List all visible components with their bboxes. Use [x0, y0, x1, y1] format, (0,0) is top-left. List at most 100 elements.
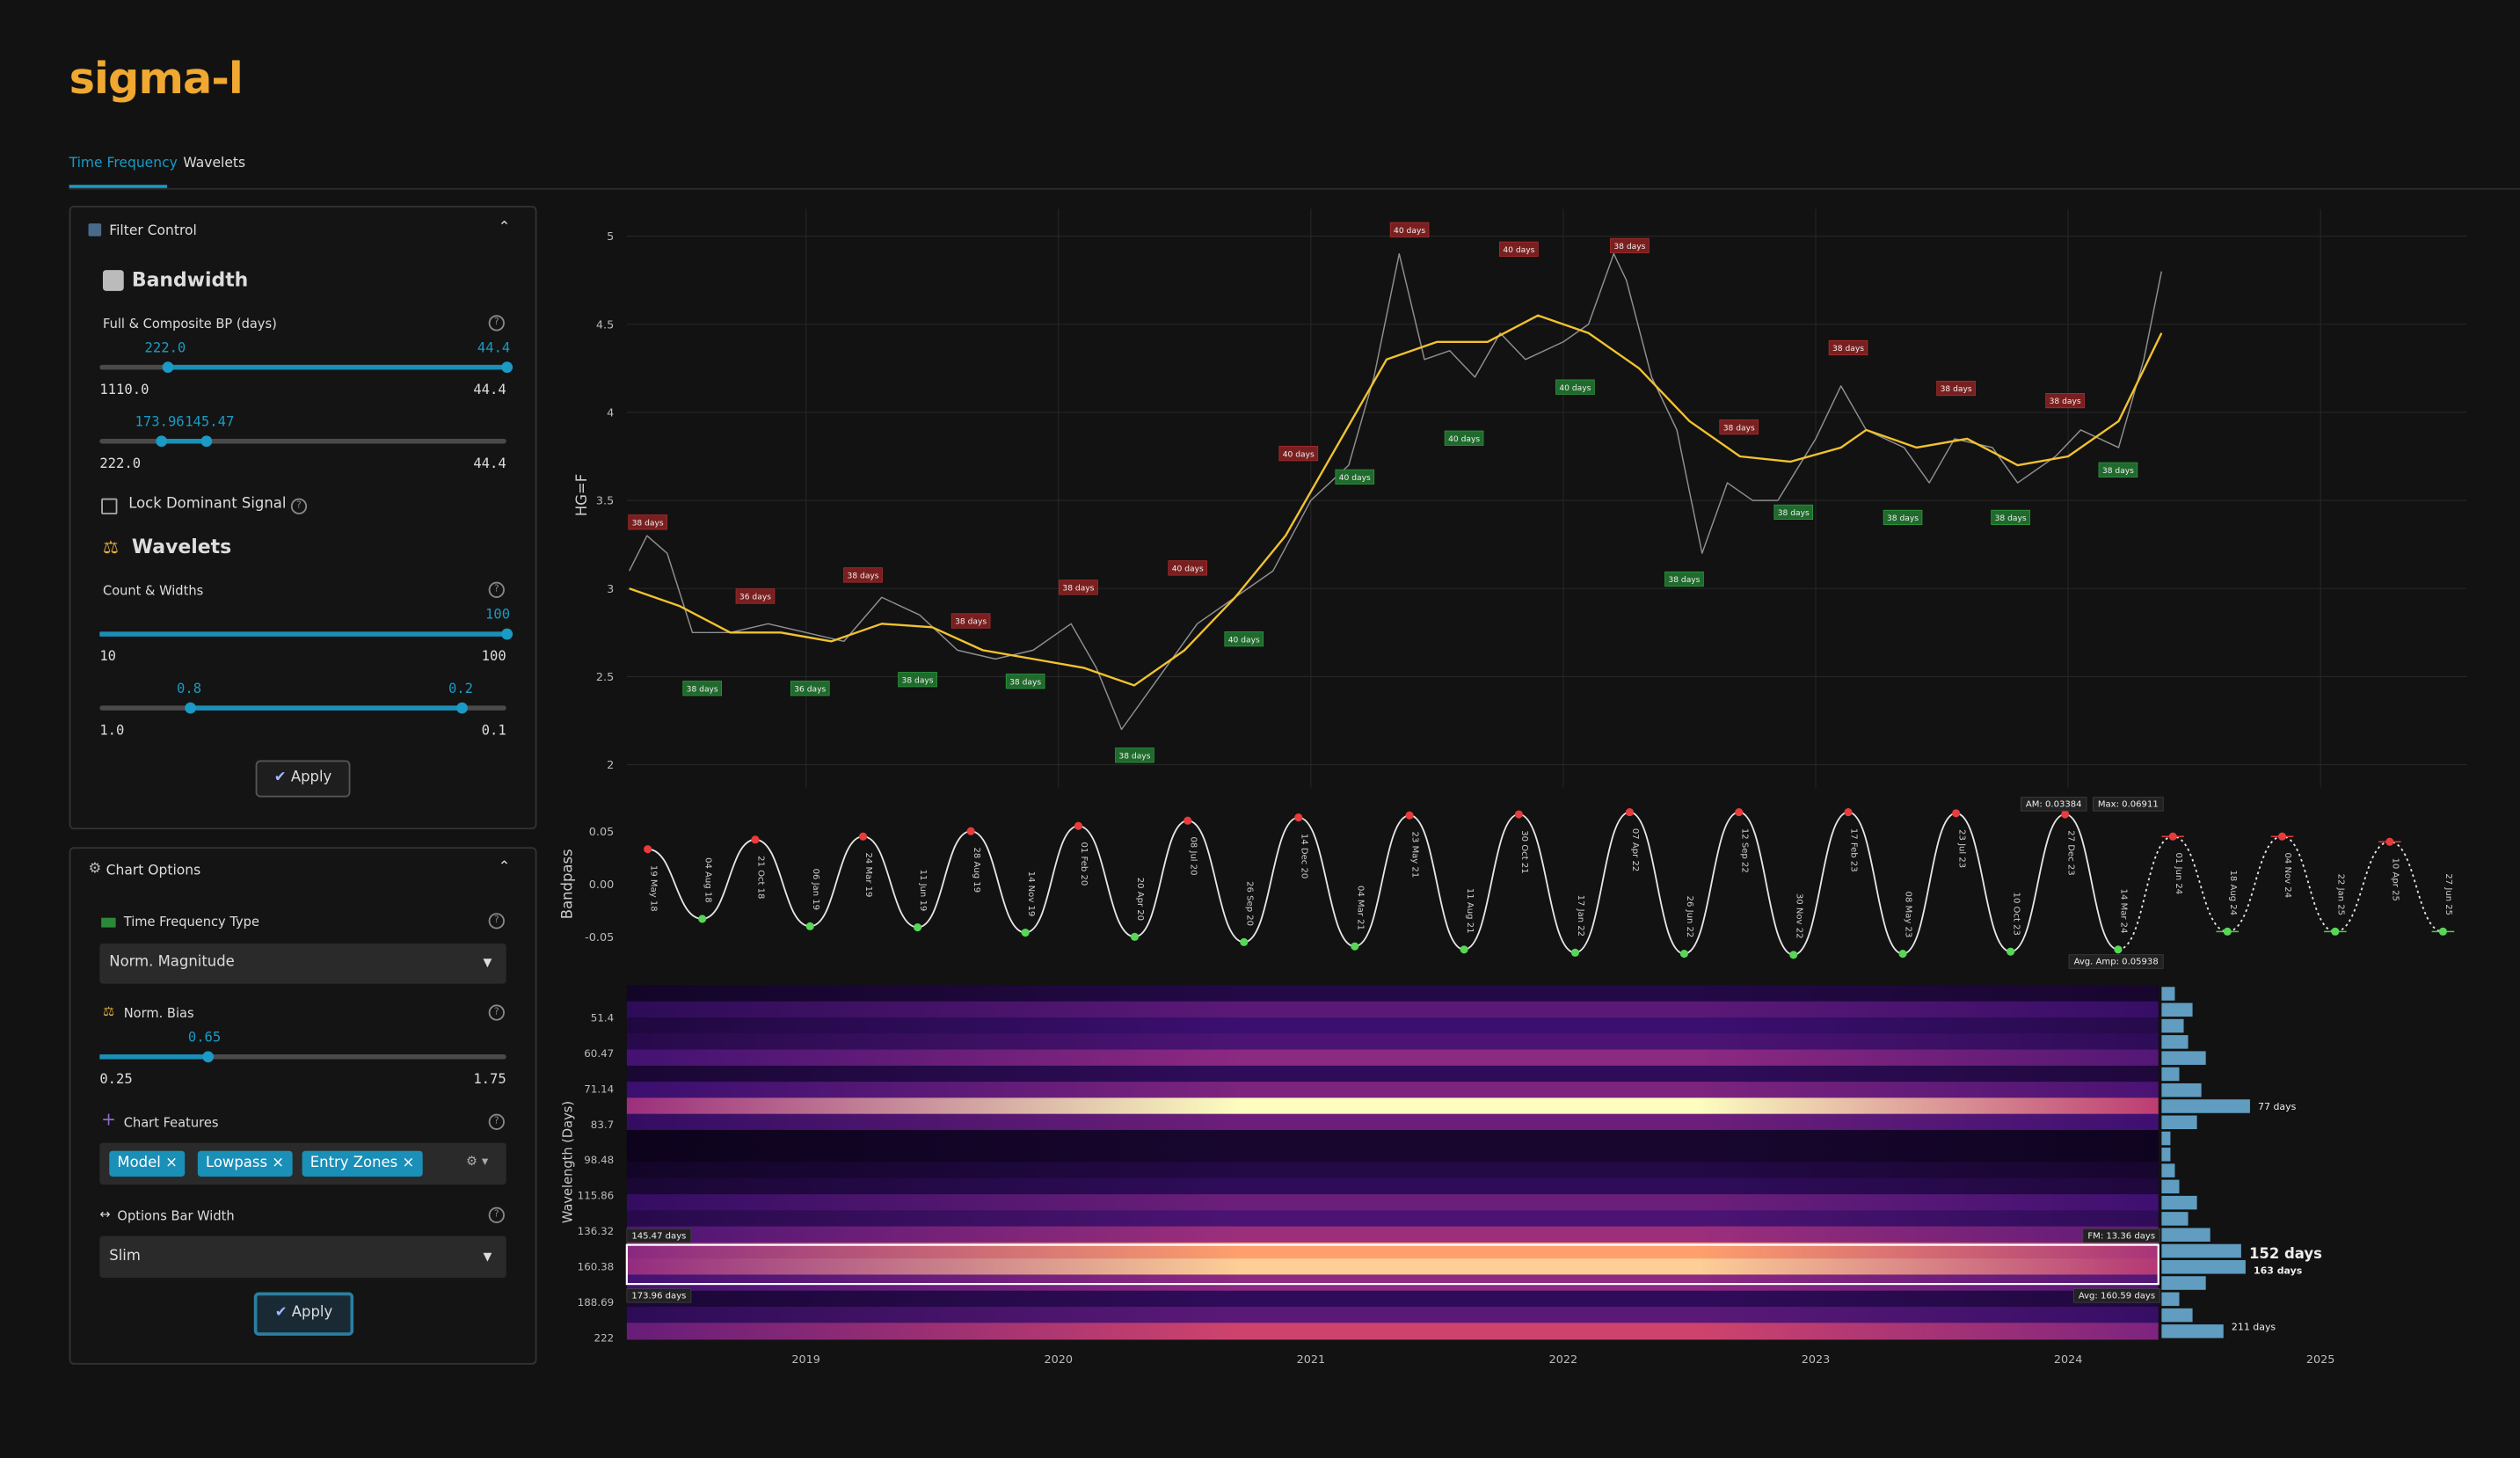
slider-handle[interactable]	[500, 628, 513, 640]
peak-dot	[2061, 810, 2070, 819]
help-icon[interactable]: ?	[488, 1113, 505, 1130]
series-line	[629, 252, 2163, 731]
y-tick-label: 2.5	[596, 671, 614, 684]
select[interactable]: Slim ▼	[99, 1236, 506, 1279]
profile-bar	[2161, 1035, 2189, 1049]
clear-icon[interactable]: ⚙ ▾	[466, 1154, 489, 1169]
y-tick-label: 0.05	[589, 826, 614, 839]
y-axis-label: HG=F	[573, 474, 590, 516]
slider-handle[interactable]	[200, 435, 212, 448]
section-title: Bandwidth	[131, 268, 249, 291]
peak-dot	[2385, 837, 2394, 846]
cycle-label: 38 days	[848, 572, 879, 581]
cycle-label: 38 days	[1613, 243, 1645, 252]
trough-dot	[1130, 932, 1140, 941]
select[interactable]: Norm. Magnitude ▼	[99, 943, 506, 984]
panel-title[interactable]: Filter Control	[109, 223, 197, 240]
collapse-icon[interactable]: ⌃	[498, 859, 511, 877]
select-value: Norm. Magnitude	[109, 954, 235, 971]
trough-dot	[1789, 951, 1798, 959]
tab[interactable]: Time Frequency	[69, 156, 178, 172]
help-icon[interactable]: ?	[488, 1004, 505, 1021]
stat-box	[2092, 797, 2164, 812]
cycle-label: 38 days	[902, 676, 934, 685]
help-icon[interactable]: ?	[488, 913, 505, 929]
tab[interactable]: Wavelets	[183, 156, 246, 172]
heatmap-row	[626, 1162, 2159, 1179]
slider-handle[interactable]	[184, 702, 196, 714]
x-tick-label: 2021	[1297, 1353, 1326, 1367]
icon: ↔	[99, 1206, 111, 1222]
cycle-label: 36 days	[794, 685, 826, 694]
checkbox[interactable]	[101, 498, 118, 514]
profile-bar	[2161, 1099, 2250, 1113]
peak-dot	[2277, 832, 2287, 841]
slider-handle[interactable]	[500, 361, 513, 374]
profile-bar	[2161, 1002, 2193, 1017]
entry-zone	[1499, 241, 1539, 257]
heatmap-row	[626, 1146, 2159, 1163]
slider-max: 100	[481, 649, 506, 666]
checkbox-label[interactable]: Lock Dominant Signal	[128, 496, 287, 514]
x-tick-label: 2020	[1044, 1353, 1073, 1367]
help-icon[interactable]: ?	[290, 498, 308, 514]
collapse-icon[interactable]: ⌃	[498, 220, 511, 237]
cycle-label: 38 days	[955, 618, 987, 627]
trough-dot	[2438, 927, 2447, 936]
panel-title[interactable]: Chart Options	[106, 863, 201, 879]
date-label: 22 Jan 25	[2335, 874, 2345, 915]
cycle-label: 38 days	[2102, 467, 2134, 476]
y-tick-label: 83.7	[591, 1119, 614, 1131]
y-tick-label: 222	[594, 1331, 615, 1344]
help-icon[interactable]: ?	[488, 315, 505, 332]
entry-zone	[843, 567, 883, 583]
icon: ⚖	[102, 536, 120, 558]
icon: +	[101, 1109, 117, 1130]
slider-track[interactable]	[99, 1054, 506, 1060]
slider-value: 0.65	[187, 1030, 222, 1046]
entry-zone	[1224, 631, 1264, 647]
heatmap-row	[626, 1258, 2159, 1276]
heatmap-row	[626, 985, 2159, 1002]
chip[interactable]: Model ×	[109, 1150, 186, 1177]
y-tick-label: 60.47	[584, 1047, 614, 1060]
slider-max: 1.75	[473, 1072, 506, 1089]
apply-button[interactable]: ✔ Apply	[255, 760, 351, 798]
peak-label: 163 days	[2254, 1265, 2302, 1276]
slider-handle[interactable]	[201, 1051, 214, 1063]
help-icon[interactable]: ?	[488, 581, 505, 598]
heatmap-row	[626, 1242, 2159, 1260]
heatmap-row	[626, 1177, 2159, 1195]
cycle-label: 38 days	[1668, 576, 1700, 585]
slider-min: 10	[99, 649, 117, 666]
date-label: 26 Jun 22	[1685, 896, 1694, 938]
profile-bar	[2161, 1308, 2193, 1323]
slider-handle[interactable]	[155, 435, 167, 448]
date-label: 04 Mar 21	[1355, 886, 1365, 930]
entry-zone	[1278, 446, 1319, 462]
entry-zone	[2045, 392, 2085, 409]
y-axis-label: Wavelength (Days)	[561, 1101, 576, 1223]
slider-fill	[167, 364, 506, 370]
entry-zone	[1610, 237, 1650, 253]
slider-track[interactable]	[99, 438, 506, 444]
date-label: 30 Oct 21	[1519, 830, 1529, 873]
date-label: 12 Sep 22	[1739, 828, 1749, 873]
cycle-label: 38 days	[1995, 514, 2027, 523]
entry-zone	[1005, 674, 1045, 689]
cycle-label: 38 days	[2050, 397, 2081, 406]
chip[interactable]: Lowpass ×	[197, 1150, 293, 1177]
profile-bar	[2161, 1276, 2206, 1290]
apply-button[interactable]: ✔ Apply	[253, 1292, 354, 1336]
y-tick-label: 160.38	[578, 1260, 615, 1272]
help-icon[interactable]: ?	[488, 1206, 505, 1223]
slider-handle[interactable]	[161, 361, 173, 374]
slider-handle[interactable]	[455, 702, 467, 714]
chip[interactable]: Entry Zones ×	[302, 1150, 423, 1177]
label: Chart Features	[123, 1115, 219, 1130]
date-label: 23 Jul 23	[1956, 829, 1966, 868]
peak-dot	[644, 845, 652, 854]
cycle-label: 38 days	[1118, 753, 1150, 762]
date-label: 17 Jan 22	[1576, 895, 1585, 937]
